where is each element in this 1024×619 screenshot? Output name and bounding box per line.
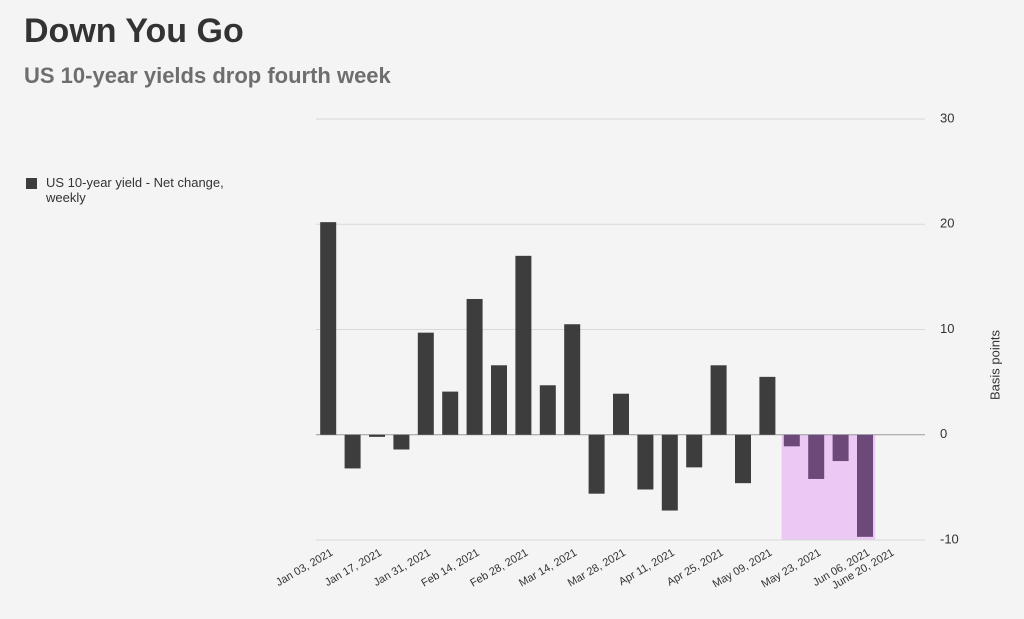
bar: [320, 222, 337, 435]
legend-label: US 10-year yield - Net change, weekly: [45, 175, 224, 205]
bar: [661, 434, 678, 511]
y-tick-label: 10: [940, 321, 954, 336]
bar: [515, 255, 532, 435]
bar: [344, 434, 361, 469]
y-tick-label: -10: [940, 531, 959, 546]
bar: [783, 434, 800, 447]
y-axis-label: Basis points: [987, 329, 1002, 400]
bar: [857, 434, 873, 537]
bar: [637, 434, 654, 490]
legend-swatch: [26, 178, 37, 189]
bar: [808, 434, 825, 479]
bar: [491, 365, 507, 435]
bar: [832, 434, 849, 462]
bar: [369, 434, 385, 437]
chart-subtitle: US 10-year yields drop fourth week: [24, 63, 392, 88]
bar: [417, 332, 434, 435]
bar: [686, 434, 703, 468]
bar: [539, 385, 556, 435]
bar: [393, 434, 410, 450]
y-tick-label: 0: [940, 426, 947, 441]
bar: [466, 298, 483, 435]
y-tick-label: 30: [940, 110, 954, 125]
bar: [735, 434, 751, 484]
y-tick-label: 20: [940, 216, 954, 231]
bar: [613, 393, 629, 435]
chart-title: Down You Go: [24, 12, 244, 50]
bar: [710, 365, 727, 435]
bar: [442, 391, 459, 435]
bar: [759, 376, 776, 435]
bar: [588, 434, 605, 494]
bar: [564, 324, 581, 435]
